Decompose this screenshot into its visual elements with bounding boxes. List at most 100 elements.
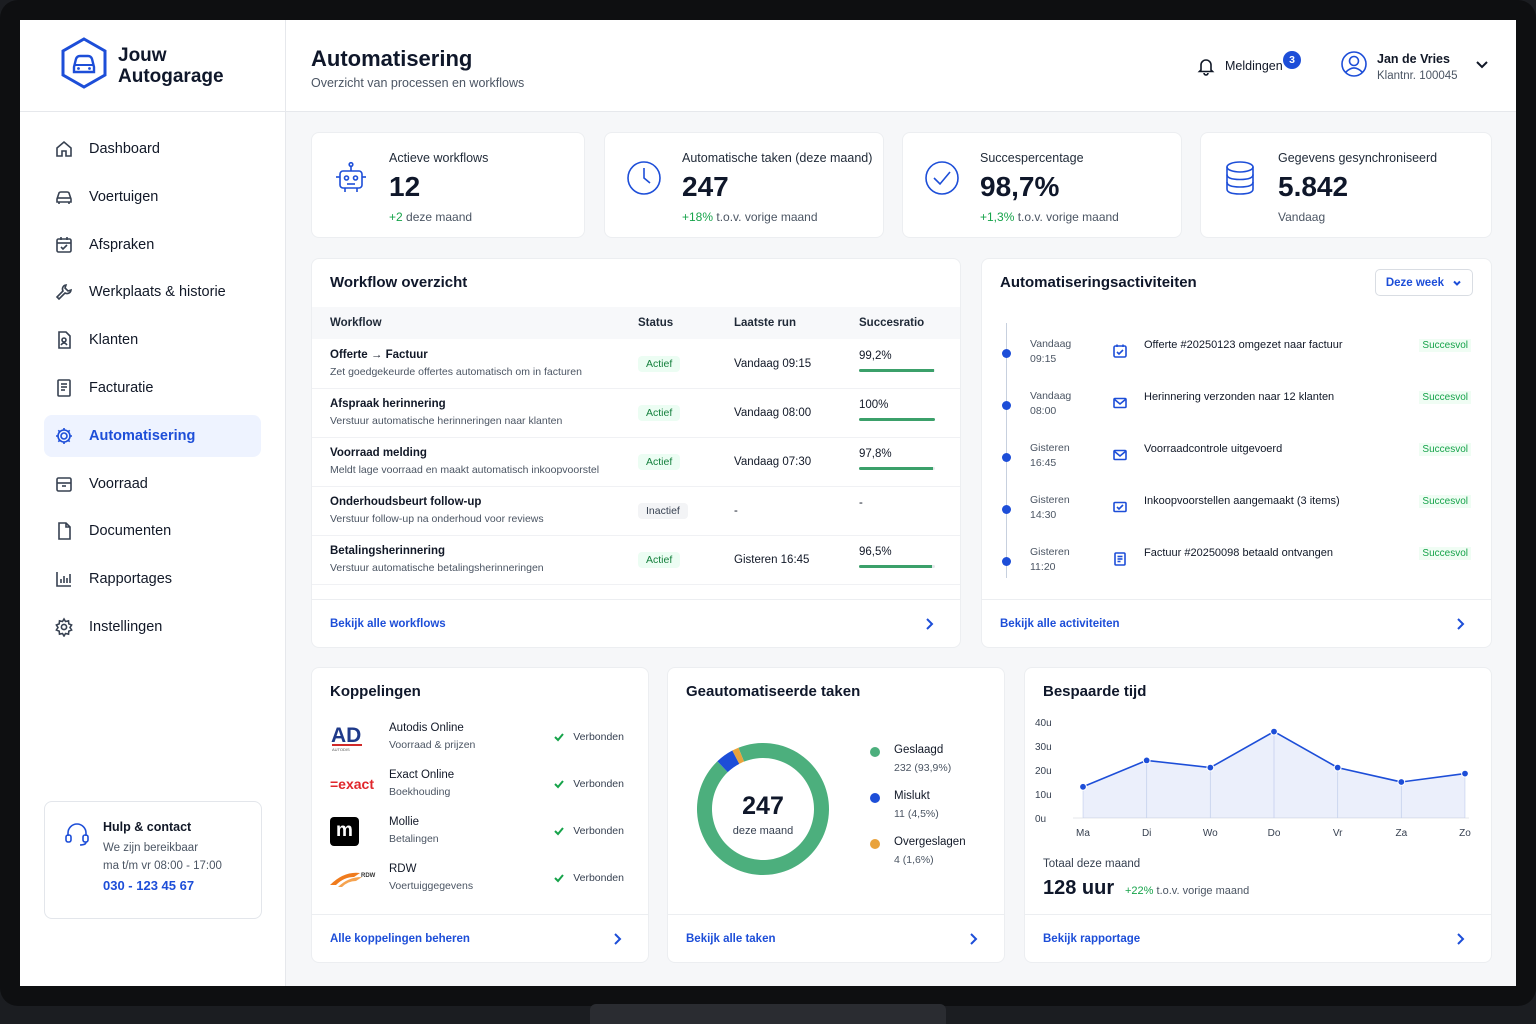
workflow-name: Offerte → Factuur — [330, 349, 428, 361]
kpi-value: 98,7% — [980, 171, 1060, 202]
activity-item[interactable]: Gisteren 14:30 Inkoopvoorstellen aangema… — [982, 493, 1491, 533]
integration-item[interactable]: RDW RDW Voertuiggegevens Verbonden — [312, 861, 648, 908]
sidebar-item-voertuigen[interactable]: Voertuigen — [44, 176, 261, 218]
activity-item[interactable]: Vandaag 09:15 Offerte #20250123 omgezet … — [982, 337, 1491, 377]
integration-description: Boekhouding — [389, 786, 451, 798]
garage-logo-icon — [60, 37, 108, 94]
activity-text: Herinnering verzonden naar 12 klanten — [1144, 391, 1335, 403]
integration-item[interactable]: m Mollie Betalingen Verbonden — [312, 814, 648, 861]
activity-time: Vandaag 09:15 — [1030, 338, 1072, 365]
integration-item[interactable]: AD AUTODIS Autodis Online Voorraad & prij… — [312, 720, 648, 767]
workflow-description: Meldt lage voorraad en maakt automatisch… — [330, 464, 600, 476]
last-run: Vandaag 07:30 — [734, 456, 812, 468]
workflow-name: Voorraad melding — [330, 447, 427, 459]
sidebar-item-werkplaats[interactable]: Werkplaats & historie — [44, 271, 261, 313]
autodis-logo-mark: AD — [331, 724, 361, 747]
table-row[interactable]: Voorraad melding Meldt lage voorraad en … — [312, 438, 960, 487]
user-menu[interactable]: Jan de Vries Klantnr. 100045 — [1340, 50, 1490, 83]
footer-link-label: Alle koppelingen beheren — [330, 932, 470, 945]
time-saved-card: Bespaarde tijd 40u 30u 20u 10u 0u Ma Di Wo Do Vr… — [1024, 667, 1492, 963]
success-rate-bar — [859, 369, 935, 372]
activity-status: Succesvol — [1419, 391, 1471, 404]
period-filter-dropdown[interactable]: Deze week — [1374, 269, 1473, 296]
monitor-stand — [590, 1004, 946, 1024]
integration-name: Exact Online — [389, 769, 455, 781]
x-tick-label: Vr — [1333, 828, 1343, 839]
column-header: Succesratio — [859, 317, 925, 329]
activity-item[interactable]: Gisteren 11:20 Factuur #20250098 betaald… — [982, 545, 1491, 585]
invoice-icon — [54, 378, 74, 398]
card-title: Bespaarde tijd — [1043, 683, 1147, 700]
manage-integrations-link[interactable]: Alle koppelingen beheren — [312, 914, 648, 962]
integration-description: Voertuiggegevens — [389, 880, 474, 892]
automated-tasks-card: Geautomatiseerde taken 247 deze maand Ge… — [667, 667, 1005, 963]
x-tick-label: Za — [1395, 828, 1407, 839]
sidebar-item-afspraken[interactable]: Afspraken — [44, 224, 261, 266]
view-report-link[interactable]: Bekijk rapportage — [1025, 914, 1491, 962]
sidebar-item-label: Instellingen — [89, 618, 163, 635]
success-rate: 96,5% — [859, 546, 892, 558]
integration-status: Verbonden — [553, 872, 624, 884]
timeline-line — [1006, 323, 1007, 578]
column-header: Workflow — [330, 317, 382, 329]
time-saved-chart: 40u 30u 20u 10u 0u Ma Di Wo Do Vr Za Zo — [1035, 718, 1471, 839]
sidebar-item-klanten[interactable]: Klanten — [44, 319, 261, 361]
kpi-active-workflows: Actieve workflows 12 +2 deze maand — [311, 132, 585, 238]
help-phone-link[interactable]: 030 - 123 45 67 — [103, 878, 195, 893]
footer-link-label: Bekijk alle taken — [686, 932, 776, 945]
top-bar: Automatisering Overzicht van processen e… — [286, 20, 1516, 112]
legend-swatch — [870, 839, 880, 849]
activity-item[interactable]: Gisteren 16:45 Voorraadcontrole uitgevoe… — [982, 441, 1491, 481]
sidebar-item-automatisering[interactable]: Automatisering — [44, 414, 261, 457]
invoice-icon — [1112, 551, 1128, 567]
chevron-right-icon — [1457, 617, 1465, 630]
page-subtitle: Overzicht van processen en workflows — [311, 76, 525, 90]
y-tick-label: 40u — [1035, 718, 1052, 729]
integration-description: Betalingen — [389, 833, 439, 845]
legend-swatch — [870, 747, 880, 757]
sidebar-item-dashboard[interactable]: Dashboard — [44, 128, 261, 170]
view-all-tasks-link[interactable]: Bekijk alle taken — [668, 914, 1004, 962]
status-badge: Inactief — [638, 503, 688, 519]
headset-icon — [63, 820, 91, 848]
settings-icon — [54, 617, 74, 637]
chevron-down-icon — [1453, 280, 1461, 286]
footer-link-label: Bekijk rapportage — [1043, 932, 1141, 945]
integration-status: Verbonden — [553, 778, 624, 790]
view-all-activities-link[interactable]: Bekijk alle activiteiten — [982, 599, 1491, 647]
column-header: Status — [638, 317, 674, 329]
check-icon — [554, 780, 564, 789]
activity-item[interactable]: Vandaag 08:00 Herinnering verzonden naar… — [982, 389, 1491, 429]
card-title: Geautomatiseerde taken — [686, 683, 861, 700]
card-title: Workflow overzicht — [330, 274, 468, 291]
activity-text: Voorraadcontrole uitgevoerd — [1144, 443, 1283, 455]
integration-item[interactable]: =exact Exact Online Boekhouding Verbonde… — [312, 767, 648, 814]
data-point-zo — [1461, 769, 1469, 778]
sidebar-item-rapportages[interactable]: Rapportages — [44, 558, 261, 600]
x-tick-label: Di — [1142, 828, 1151, 839]
y-tick-label: 30u — [1035, 742, 1052, 753]
calendar-icon — [54, 235, 74, 255]
legend-label: Overgeslagen — [894, 836, 966, 848]
kpi-value: 247 — [682, 171, 729, 202]
kpi-label: Actieve workflows — [389, 151, 489, 165]
view-all-workflows-link[interactable]: Bekijk alle workflows — [312, 599, 960, 647]
table-row[interactable]: Afspraak herinnering Verstuur automatisc… — [312, 389, 960, 438]
sidebar-item-facturatie[interactable]: Facturatie — [44, 367, 261, 409]
check-icon — [554, 827, 564, 836]
table-row[interactable]: Onderhoudsbeurt follow-up Verstuur follo… — [312, 487, 960, 536]
sidebar-item-voorraad[interactable]: Voorraad — [44, 463, 261, 505]
y-tick-label: 10u — [1035, 790, 1052, 801]
mollie-logo-mark: m — [330, 816, 359, 846]
chevron-right-icon — [926, 617, 934, 630]
table-row[interactable]: Offerte → Factuur Zet goedgekeurde offer… — [312, 340, 960, 389]
sidebar-item-documenten[interactable]: Documenten — [44, 510, 261, 552]
legend-label: Mislukt — [894, 790, 930, 802]
sidebar-item-instellingen[interactable]: Instellingen — [44, 606, 261, 648]
mail-check-icon — [1112, 499, 1128, 515]
brand[interactable]: Jouw Autogarage — [20, 20, 285, 112]
sidebar: Jouw Autogarage Dashboard Voertuigen Afs… — [20, 20, 286, 986]
table-row[interactable]: Betalingsherinnering Verstuur automatisc… — [312, 536, 960, 585]
sidebar-item-label: Dashboard — [89, 141, 160, 157]
notifications-button[interactable]: Meldingen 3 — [1196, 51, 1301, 76]
